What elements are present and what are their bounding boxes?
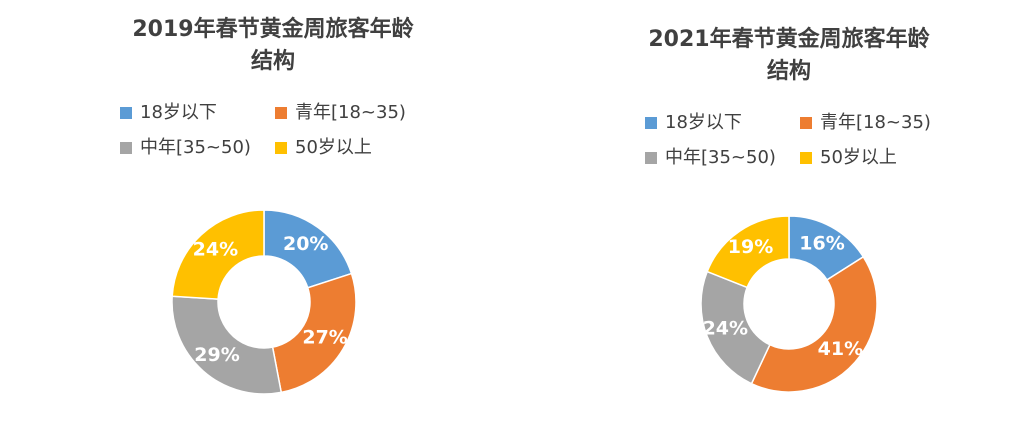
donut-slice bbox=[271, 272, 357, 394]
legend-label: 青年[18~35) bbox=[295, 102, 406, 123]
legend-swatch bbox=[645, 117, 657, 129]
donut-slice bbox=[171, 295, 283, 395]
legend-swatch bbox=[645, 152, 657, 164]
legend-label: 中年[35~50) bbox=[665, 147, 776, 168]
data-label: 16% bbox=[799, 232, 844, 254]
legend-swatch bbox=[120, 142, 132, 154]
data-label: 20% bbox=[283, 233, 328, 255]
legend-label: 18岁以下 bbox=[665, 112, 742, 133]
legend-swatch bbox=[800, 117, 812, 129]
data-label: 24% bbox=[703, 318, 748, 340]
data-label: 27% bbox=[302, 327, 347, 349]
chart-title: 2019年春节黄金周旅客年龄结构 bbox=[132, 17, 414, 74]
chart-title: 2021年春节黄金周旅客年龄结构 bbox=[648, 27, 930, 84]
legend-swatch bbox=[800, 152, 812, 164]
data-label: 19% bbox=[728, 236, 773, 258]
legend-swatch bbox=[275, 107, 287, 119]
data-label: 24% bbox=[193, 239, 238, 261]
legend-swatch bbox=[120, 107, 132, 119]
legend-swatch bbox=[275, 142, 287, 154]
data-label: 29% bbox=[194, 344, 239, 366]
donut-slice bbox=[750, 255, 878, 393]
donut-slice bbox=[171, 209, 265, 300]
legend-label: 18岁以下 bbox=[140, 102, 217, 123]
legend-label: 中年[35~50) bbox=[140, 137, 251, 158]
legend-label: 50岁以上 bbox=[295, 137, 372, 158]
donut-slice bbox=[706, 215, 790, 289]
legend-label: 青年[18~35) bbox=[820, 112, 931, 133]
legend-label: 50岁以上 bbox=[820, 147, 897, 168]
data-label: 41% bbox=[818, 338, 863, 360]
